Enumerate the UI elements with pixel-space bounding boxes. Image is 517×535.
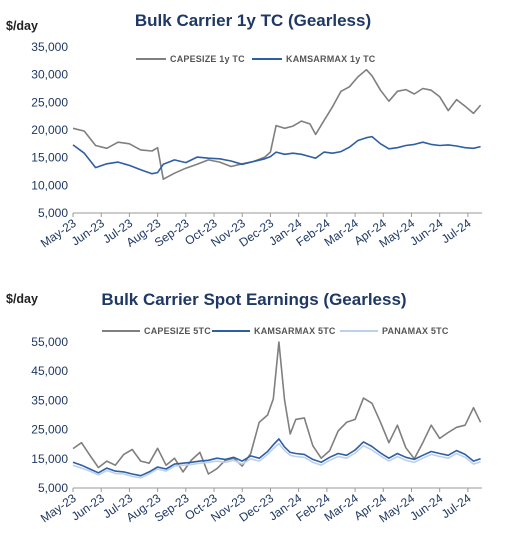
- chart1-legend-label-1: CAPESIZE 1y TC: [170, 54, 245, 64]
- chart2-legend-label-1: CAPESIZE 5TC: [144, 326, 211, 336]
- chart1-y-tick-label: 35,000: [31, 40, 68, 54]
- chart2-y-tick-label: 35,000: [31, 393, 68, 407]
- chart1-x-tick-label: Jun-24: [407, 216, 445, 249]
- chart2-y-tick-label: 25,000: [31, 423, 68, 437]
- chart1-y-tick-label: 15,000: [31, 151, 68, 165]
- chart2-y-tick-label: 55,000: [31, 335, 68, 349]
- chart2-y-tick-label: 15,000: [31, 452, 68, 466]
- chart2-y-tick-label: 5,000: [38, 481, 68, 495]
- chart2-x-tick-label: Jun-24: [407, 491, 445, 524]
- chart1-plot-area: 5,000 10,000 15,000 20,000 25,000 30,000 35,00…: [31, 40, 482, 250]
- chart1-x-tick-label: Jun-23: [69, 216, 107, 249]
- chart2-y-tick-label: 45,000: [31, 364, 68, 378]
- chart1-y-tick-label: 30,000: [31, 68, 68, 82]
- chart1-series-line-2: [72, 135, 481, 175]
- chart1-y-tick-label: 5,000: [38, 206, 68, 220]
- chart2-series-line-3: [72, 442, 481, 479]
- chart2-x-tick-label: Jul-24: [439, 491, 474, 521]
- chart2-series-line-1: [72, 341, 482, 475]
- chart2-legend-label-2: KAMSARMAX 5TC: [254, 326, 336, 336]
- chart1-title: Bulk Carrier 1y TC (Gearless): [135, 11, 371, 30]
- chart1-unit-label: $/day: [6, 19, 38, 33]
- chart2-plot-area: 5,00015,00025,00035,00045,00055,000May-2…: [31, 326, 482, 525]
- chart1-series-line-1: [72, 68, 482, 180]
- chart1-y-tick-label: 25,000: [31, 95, 68, 109]
- chart2-series-line-2: [72, 438, 481, 477]
- chart2-unit-label: $/day: [6, 292, 38, 306]
- chart1-y-tick-label: 20,000: [31, 123, 68, 137]
- chart2-title: Bulk Carrier Spot Earnings (Gearless): [101, 290, 406, 309]
- chart1-legend-label-2: KAMSARMAX 1y TC: [286, 54, 376, 64]
- chart1-x-tick-label: Jul-24: [439, 216, 474, 246]
- chart2-x-tick-label: Jun-23: [69, 491, 107, 524]
- chart2-legend-label-3: PANAMAX 5TC: [382, 326, 449, 336]
- chart1-y-tick-label: 10,000: [31, 178, 68, 192]
